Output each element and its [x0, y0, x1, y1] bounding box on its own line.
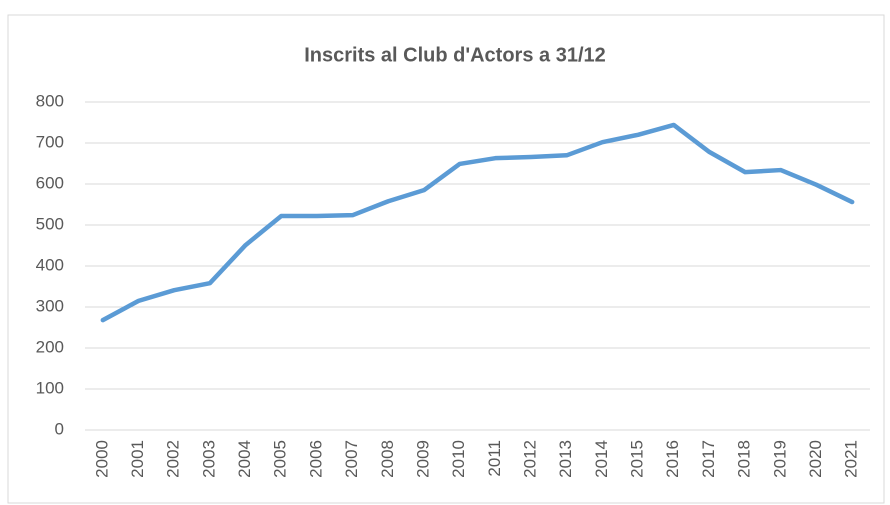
y-tick-label: 600: [36, 173, 64, 192]
x-tick-label: 2017: [699, 440, 718, 478]
line: [100, 122, 855, 323]
x-tick-label: 2015: [628, 440, 647, 478]
x-tick-label: 2010: [449, 440, 468, 478]
x-tick-label: 2004: [235, 440, 254, 478]
y-tick-label: 800: [36, 91, 64, 110]
x-tick-label: 2021: [842, 440, 861, 478]
x-tick-label: 2003: [199, 440, 218, 478]
x-tick-label: 2012: [521, 440, 540, 478]
y-tick-label: 700: [36, 132, 64, 151]
y-tick-label: 500: [36, 214, 64, 233]
y-tick-label: 400: [36, 255, 64, 274]
x-tick-label: 2005: [271, 440, 290, 478]
y-tick-label: 0: [55, 419, 64, 438]
y-tick-label: 300: [36, 296, 64, 315]
x-tick-label: 2006: [306, 440, 325, 478]
y-tick-label: 200: [36, 337, 64, 356]
x-tick-label: 2019: [770, 440, 789, 478]
x-tick-label: 2013: [556, 440, 575, 478]
chart-title: Inscrits al Club d'Actors a 31/12: [304, 44, 606, 66]
x-tick-label: 2008: [378, 440, 397, 478]
x-tick-label: 2009: [413, 440, 432, 478]
x-tick-label: 2007: [342, 440, 361, 478]
x-tick-label: 2011: [485, 440, 504, 477]
chart-frame: [7, 14, 885, 504]
x-tick-label: 2000: [92, 440, 111, 478]
x-tick-label: 2018: [735, 440, 754, 478]
x-tick-label: 2016: [663, 440, 682, 478]
x-tick-label: 2001: [128, 440, 147, 478]
y-tick-label: 100: [36, 378, 64, 397]
x-tick-label: 2014: [592, 440, 611, 478]
x-tick-label: 2002: [164, 440, 183, 478]
x-tick-label: 2020: [806, 440, 825, 478]
